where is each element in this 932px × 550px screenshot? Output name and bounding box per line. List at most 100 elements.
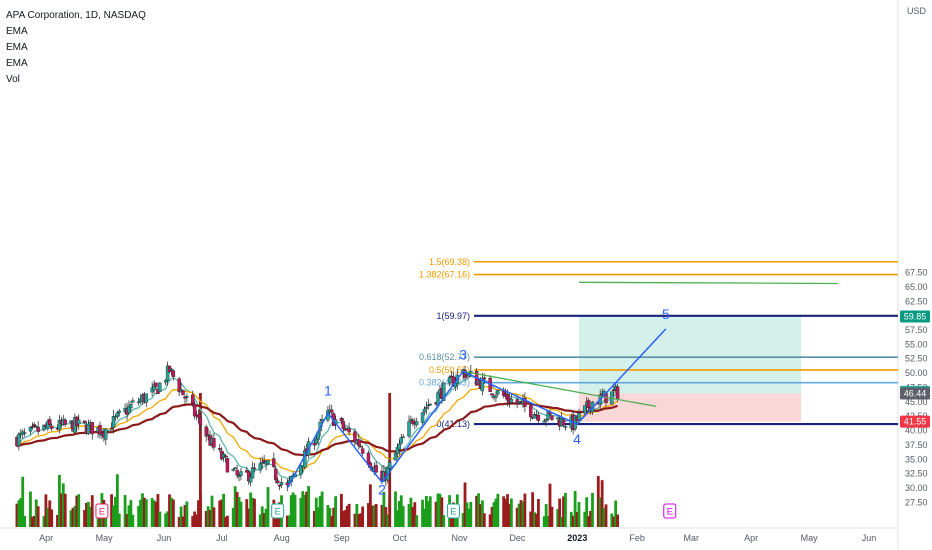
candle-body: [225, 458, 230, 473]
candle-body: [583, 405, 587, 414]
volume-bar: [357, 514, 361, 527]
candle-body: [480, 378, 485, 392]
volume-bar: [285, 515, 289, 527]
volume-bar: [224, 516, 227, 527]
volume-bar: [361, 506, 365, 527]
volume-bar: [61, 483, 65, 527]
indicator-volume[interactable]: Vol: [6, 74, 20, 85]
candle-body: [129, 404, 133, 409]
y-tick-label: 45.00: [905, 397, 928, 407]
volume-bar: [127, 505, 131, 527]
volume-bar: [251, 497, 254, 527]
volume-bar: [332, 507, 336, 527]
volume-bar: [463, 482, 467, 527]
earnings-marker-icon: [663, 503, 677, 519]
volume-bar: [287, 515, 291, 527]
candle-body: [463, 370, 467, 378]
volume-bar: [239, 501, 243, 527]
candle-body: [48, 419, 52, 426]
y-tick-label: 65.00: [905, 282, 928, 292]
volume-bar: [314, 497, 318, 527]
volume-bar: [345, 506, 349, 527]
candle-body: [420, 412, 425, 423]
volume-bar: [222, 493, 225, 527]
volume-bar: [77, 494, 81, 527]
price-tag: [900, 310, 930, 323]
volume-bar: [482, 513, 486, 527]
volume-bar: [548, 483, 552, 527]
volume-bar: [197, 500, 200, 527]
volume-bar: [573, 491, 577, 527]
candle-body: [395, 446, 400, 454]
volume-bar: [571, 515, 575, 527]
volume-bar: [492, 502, 496, 527]
volume-bar: [341, 510, 345, 527]
volume-bar: [320, 491, 324, 527]
candle-body: [190, 394, 195, 404]
volume-bar: [401, 506, 405, 527]
candle-body: [612, 389, 616, 391]
volume-bar: [614, 500, 618, 527]
elliott-wave-path: [286, 328, 667, 489]
volume-bar: [496, 493, 500, 527]
volume-bar: [86, 501, 90, 527]
volume-bar: [42, 516, 46, 527]
wave-label-2: 2: [378, 481, 386, 497]
volume-bar: [123, 495, 127, 527]
volume-bar: [413, 502, 417, 527]
volume-bar: [56, 514, 59, 527]
price-tag: [900, 415, 930, 428]
volume-bar: [334, 496, 338, 527]
candle-body: [490, 393, 494, 396]
volume-bar: [141, 493, 144, 527]
volume-bar: [490, 506, 494, 527]
candle-body: [231, 469, 235, 471]
candle-body: [115, 412, 120, 417]
volume-bar: [115, 474, 119, 527]
indicator-ema-3[interactable]: EMA: [6, 58, 28, 69]
volume-bar: [19, 498, 23, 527]
volume-bar: [164, 513, 168, 527]
volume-bar: [166, 511, 169, 527]
volume-bar: [195, 514, 198, 527]
volume-bar: [305, 491, 309, 527]
volume-bar: [415, 515, 419, 527]
volume-bar: [521, 501, 525, 527]
candle-body: [239, 471, 243, 476]
volume-bar: [34, 499, 38, 527]
volume-bar: [453, 516, 457, 527]
candle-body: [90, 422, 94, 435]
volume-bar: [604, 504, 608, 527]
candle-body: [542, 420, 546, 423]
volume-bar: [481, 500, 484, 527]
volume-bar: [426, 501, 430, 527]
candle-body: [248, 476, 253, 483]
volume-bar: [469, 501, 473, 527]
volume-bar: [21, 476, 25, 527]
volume-bar: [117, 513, 121, 527]
y-tick-label: 35.00: [905, 454, 928, 464]
earnings-marker-icon: [446, 503, 460, 519]
symbol-title[interactable]: APA Corporation, 1D, NASDAQ: [6, 10, 146, 21]
volume-bar: [494, 498, 498, 527]
candle-body: [144, 393, 149, 403]
y-tick-label: 27.50: [905, 497, 928, 507]
x-tick-label: 2023: [567, 533, 587, 543]
candle-body: [86, 423, 91, 434]
candle-body: [245, 470, 249, 473]
volume-bar: [98, 510, 102, 527]
volume-bar: [316, 507, 320, 527]
indicator-ema-1[interactable]: EMA: [6, 26, 28, 37]
volume-bar: [32, 515, 36, 527]
volume-bar: [562, 496, 565, 527]
volume-bar: [58, 474, 61, 527]
volume-bar: [199, 393, 202, 527]
y-tick-label: 32.50: [905, 469, 928, 479]
indicator-ema-2[interactable]: EMA: [6, 42, 28, 53]
candle-body: [109, 427, 114, 430]
candle-body: [17, 434, 21, 446]
volume-bar: [90, 495, 94, 527]
candle-body: [111, 416, 116, 428]
candle-body: [409, 419, 413, 421]
